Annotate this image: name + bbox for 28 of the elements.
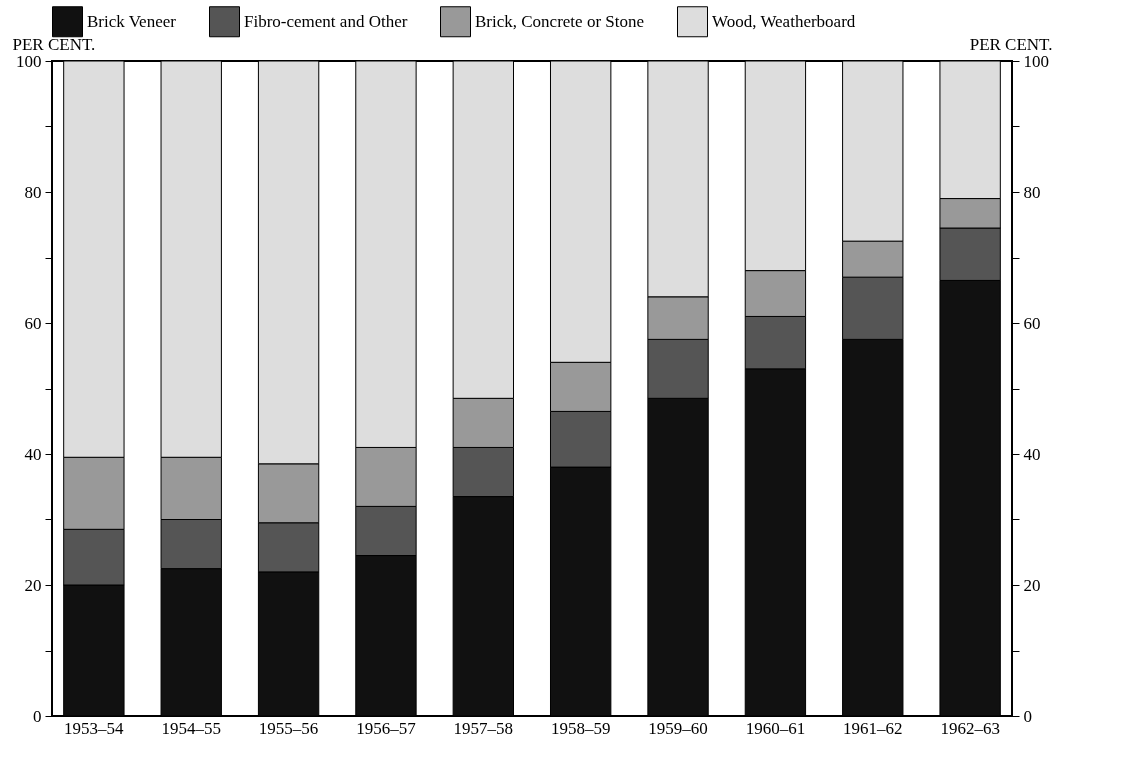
y-tick-label: 60 [24, 313, 42, 333]
legend-label: Brick, Concrete or Stone [475, 11, 645, 31]
y2-axis-title: PER CENT. [969, 34, 1053, 54]
y2-tick-label: 80 [1023, 182, 1041, 202]
x-tick-label: 1956–57 [356, 718, 417, 738]
y2-tick-label: 100 [1023, 51, 1049, 71]
x-tick-label: 1961–62 [843, 718, 903, 738]
x-tick-label: 1954–55 [161, 718, 221, 738]
y2-tick-label: 0 [1023, 706, 1032, 726]
x-tick-label: 1959–60 [648, 718, 708, 738]
y2-tick-label: 40 [1023, 444, 1041, 464]
y-tick-label: 40 [24, 444, 42, 464]
y-tick-label: 80 [24, 182, 42, 202]
y-axis-title: PER CENT. [12, 34, 96, 54]
x-tick-label: 1957–58 [453, 718, 514, 738]
legend-label: Fibro-cement and Other [244, 11, 408, 31]
y2-tick-label: 20 [1023, 575, 1041, 595]
y-tick-label: 100 [16, 51, 42, 71]
legend-label: Wood, Weatherboard [712, 11, 856, 31]
x-tick-label: 1955–56 [258, 718, 319, 738]
y-tick-label: 20 [24, 575, 42, 595]
x-tick-label: 1960–61 [745, 718, 806, 738]
y-tick-label: 0 [33, 706, 42, 726]
legend-label: Brick Veneer [87, 11, 177, 31]
x-tick-label: 1958–59 [550, 718, 611, 738]
y2-tick-label: 60 [1023, 313, 1041, 333]
x-tick-label: 1962–63 [940, 718, 1000, 738]
x-tick-label: 1953–54 [64, 718, 125, 738]
